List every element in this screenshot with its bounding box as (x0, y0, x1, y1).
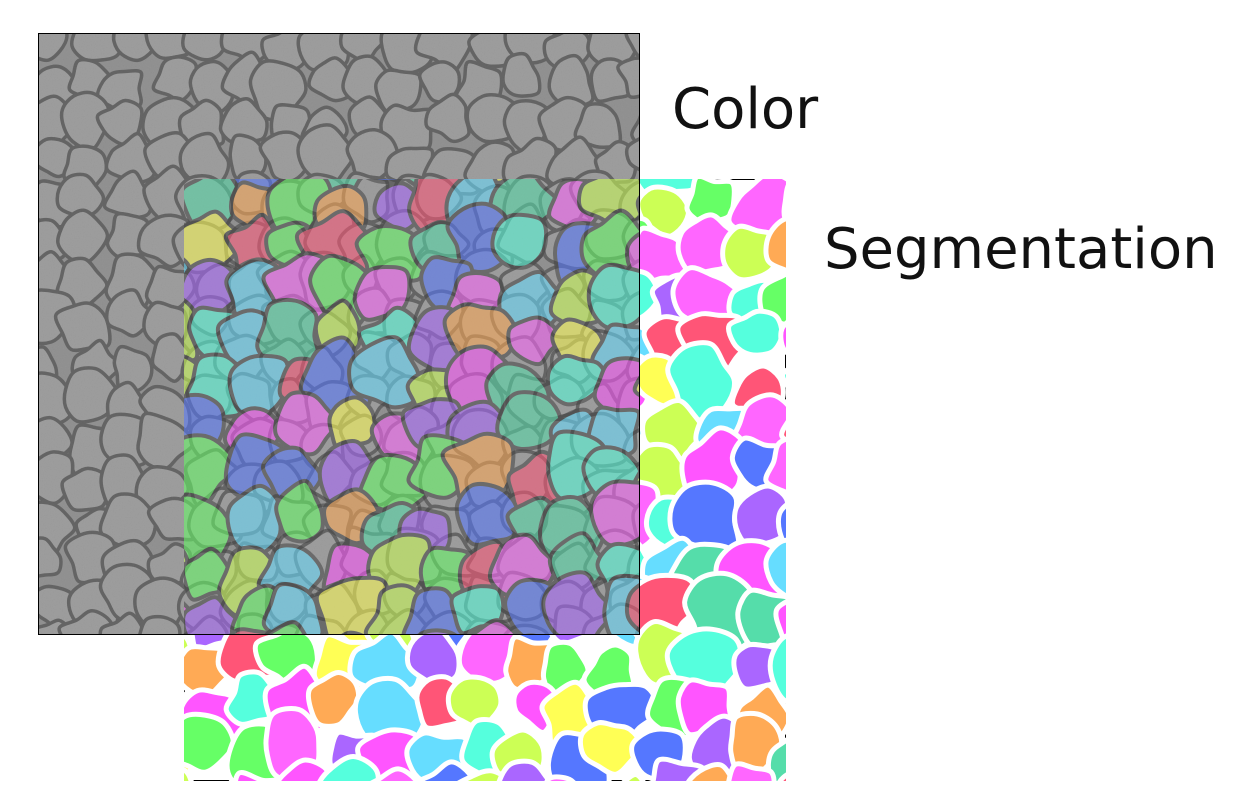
segment-region (317, 754, 381, 781)
overlay-segment-region (225, 483, 283, 556)
segmentation-label: Segmentation (824, 217, 1218, 282)
overlay-segment-region (541, 570, 615, 635)
segment-region (223, 669, 281, 727)
overlay-segment-region (586, 262, 640, 331)
segment-region (496, 758, 553, 781)
color-panel (38, 33, 640, 635)
segment-region (184, 711, 236, 775)
overlay-segment-region (467, 618, 520, 635)
segment-region (726, 761, 777, 781)
overlay-segment-region (229, 627, 275, 635)
overlay-segment-region (545, 353, 610, 407)
overlay-segment-region (184, 595, 241, 635)
overlay-segment-region (624, 582, 640, 634)
overlay-segment-region (495, 390, 563, 452)
segment-region (686, 762, 737, 781)
segment-region (775, 502, 786, 551)
overlay-segment-region (274, 478, 325, 544)
segment-region (305, 670, 362, 729)
segment-region (763, 216, 786, 274)
segment-region (621, 772, 646, 781)
segment-region (781, 184, 786, 228)
segment-region (732, 483, 786, 549)
segment-region (726, 308, 785, 358)
segment-region (777, 772, 786, 781)
segment-region (184, 767, 194, 781)
segment-region (779, 420, 786, 444)
overlay-segment-region (262, 620, 308, 635)
color-label: Color (672, 77, 819, 142)
overlay-segment-region (506, 315, 564, 367)
segment-region (370, 766, 420, 781)
segment-region (778, 320, 786, 356)
overlay-segment-region (347, 335, 422, 410)
segment-region (763, 537, 786, 600)
overlay-segment-region (227, 353, 290, 418)
overlay-segment-region (632, 373, 640, 398)
segment-region (763, 436, 786, 495)
segment-region (684, 179, 737, 225)
overlay-segment-region (184, 433, 240, 506)
overlay-segment-region (273, 390, 339, 457)
segment-region (544, 774, 576, 781)
segment-region (414, 759, 479, 781)
segment-region (780, 367, 786, 388)
overlay-segment-region (365, 179, 409, 184)
overlay-segment-region (261, 582, 325, 635)
overlay-segment-region (490, 212, 549, 270)
em-micrograph-image (38, 33, 640, 635)
overlay-segment-region (589, 479, 640, 548)
overlay-segment-region (327, 395, 377, 452)
segment-region (577, 720, 644, 777)
segment-region (767, 633, 786, 704)
segment-region (275, 757, 333, 781)
overlay-segment-region (416, 628, 459, 635)
